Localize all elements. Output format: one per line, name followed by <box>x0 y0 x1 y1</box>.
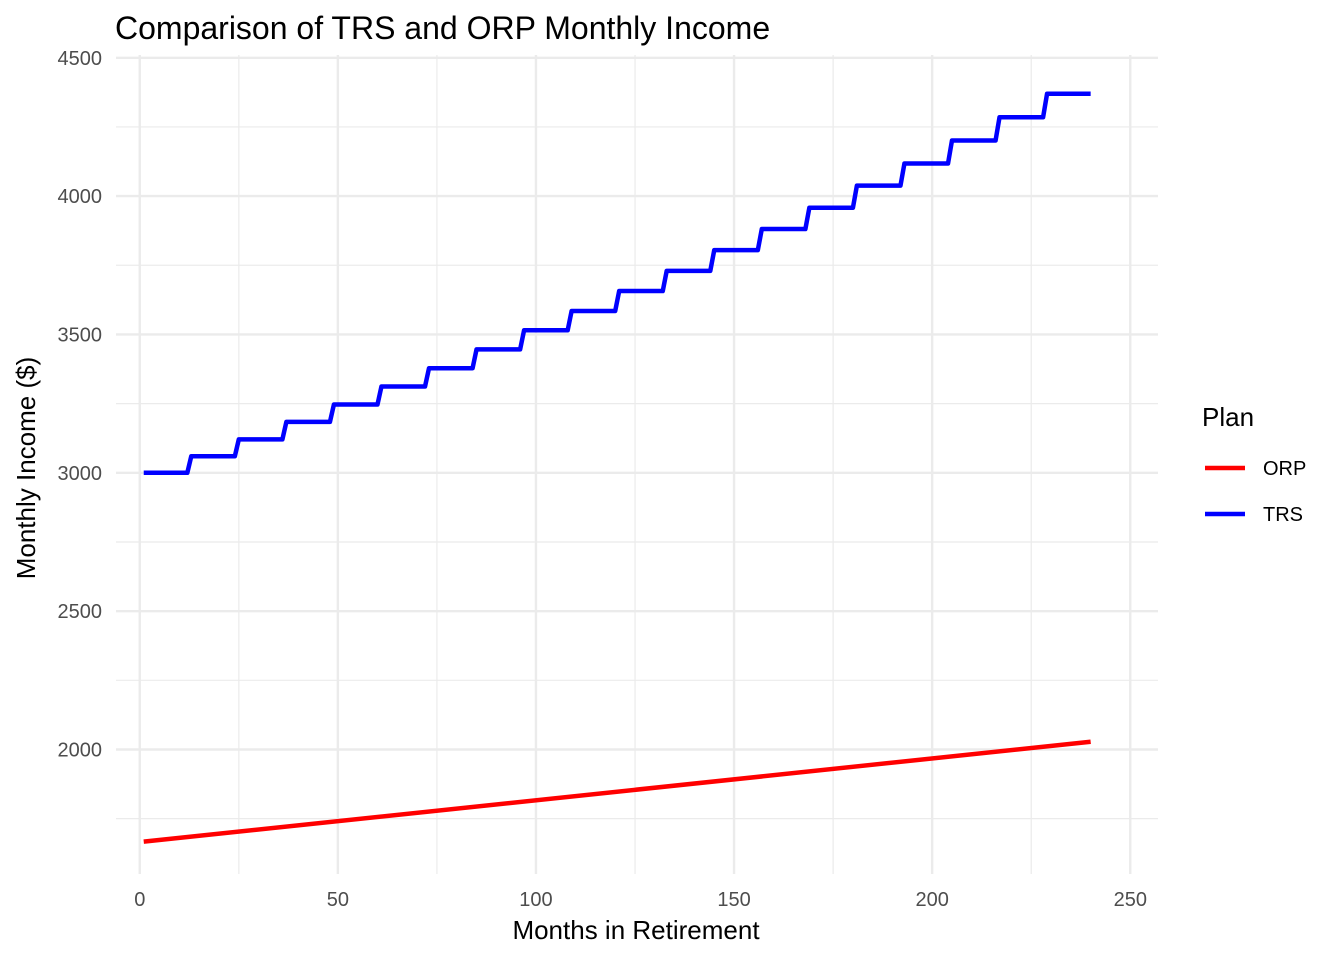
series-layer <box>143 91 1091 844</box>
legend-label-orp: ORP <box>1263 458 1306 480</box>
legend: Plan ORP TRS <box>1202 402 1306 526</box>
y-tick-label: 4000 <box>58 186 103 208</box>
y-tick-label: 3500 <box>58 324 103 346</box>
y-tick-label: 2500 <box>58 601 103 623</box>
series-line-orp <box>143 739 1091 844</box>
legend-items: ORP TRS <box>1205 458 1306 526</box>
y-tick-label: 2000 <box>58 739 103 761</box>
legend-item-trs: TRS <box>1205 504 1303 526</box>
x-tick-label: 200 <box>915 889 948 911</box>
y-tick-label: 3000 <box>58 463 103 485</box>
grid-major-lines <box>116 55 1158 874</box>
x-tick-label: 250 <box>1114 889 1147 911</box>
y-axis-title: Monthly Income ($) <box>11 357 41 580</box>
x-tick-label: 100 <box>519 889 552 911</box>
x-tick-labels: 0 50 100 150 200 250 <box>134 889 1147 911</box>
chart-title: Comparison of TRS and ORP Monthly Income <box>115 10 770 46</box>
y-tick-labels: 2000 2500 3000 3500 4000 4500 <box>58 48 103 762</box>
legend-title: Plan <box>1202 402 1254 432</box>
legend-item-orp: ORP <box>1205 458 1306 480</box>
y-tick-label: 4500 <box>58 48 103 70</box>
legend-label-trs: TRS <box>1263 504 1303 526</box>
grid-minor-lines <box>116 55 1158 874</box>
x-tick-label: 50 <box>327 889 349 911</box>
x-tick-label: 150 <box>717 889 750 911</box>
x-axis-title: Months in Retirement <box>512 915 760 945</box>
x-tick-label: 0 <box>134 889 145 911</box>
series-line-trs <box>143 91 1091 476</box>
